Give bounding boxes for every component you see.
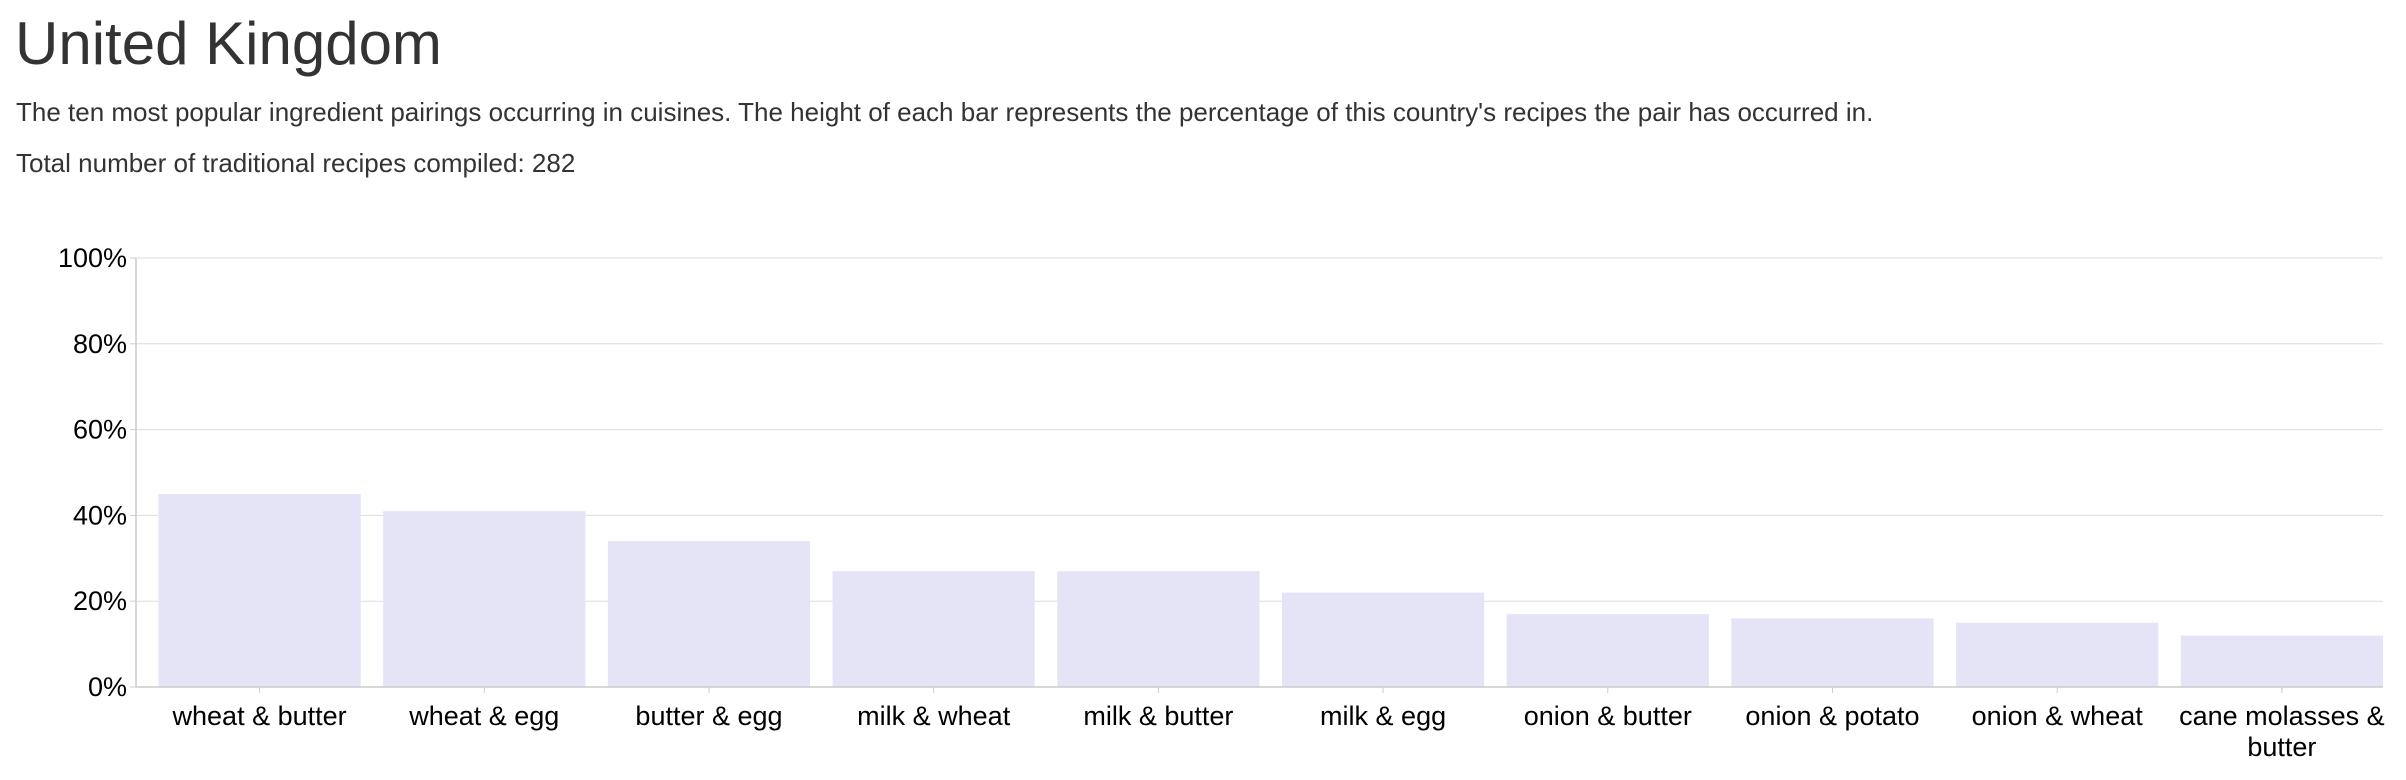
bar[interactable] — [158, 493, 361, 687]
x-tick-labels: wheat & butter wheat & egg butter & egg mil… — [172, 701, 2385, 762]
axes — [130, 257, 2383, 693]
x-tick-label: milk & butter — [1083, 701, 1233, 731]
bar[interactable] — [2180, 635, 2383, 687]
y-tick-labels: 0% 20% 40% 60% 80% 100% — [58, 243, 127, 702]
x-tick-label: onion & potato — [1745, 701, 1919, 731]
x-tick-label: onion & wheat — [1972, 701, 2144, 731]
bar[interactable] — [1506, 614, 1709, 687]
y-tick-label: 0% — [88, 672, 127, 702]
y-tick-label: 60% — [73, 415, 127, 445]
x-tick-label: wheat & egg — [408, 701, 559, 731]
bars — [158, 493, 2383, 687]
x-tick-label: onion & butter — [1524, 701, 1692, 731]
recipe-count: Total number of traditional recipes comp… — [16, 148, 576, 178]
y-tick-label: 100% — [58, 243, 127, 273]
bar[interactable] — [1956, 622, 2159, 687]
bar[interactable] — [383, 511, 586, 687]
bar[interactable] — [607, 541, 811, 687]
x-tick-label: butter & egg — [635, 701, 782, 731]
x-tick-label: milk & wheat — [857, 701, 1011, 731]
bar[interactable] — [1281, 592, 1485, 687]
y-tick-label: 40% — [73, 500, 127, 530]
x-tick-label: cane molasses & butter — [2179, 701, 2385, 762]
y-tick-label: 80% — [73, 329, 127, 359]
bar[interactable] — [1731, 618, 1934, 687]
page-title: United Kingdom — [15, 10, 442, 77]
bar[interactable] — [832, 571, 1035, 687]
grid-lines — [136, 257, 2383, 688]
x-tick-label: milk & egg — [1320, 701, 1446, 731]
chart-description: The ten most popular ingredient pairings… — [16, 97, 1874, 127]
y-tick-label: 20% — [73, 586, 127, 616]
x-tick-label: wheat & butter — [172, 701, 347, 731]
bar[interactable] — [1057, 571, 1260, 687]
